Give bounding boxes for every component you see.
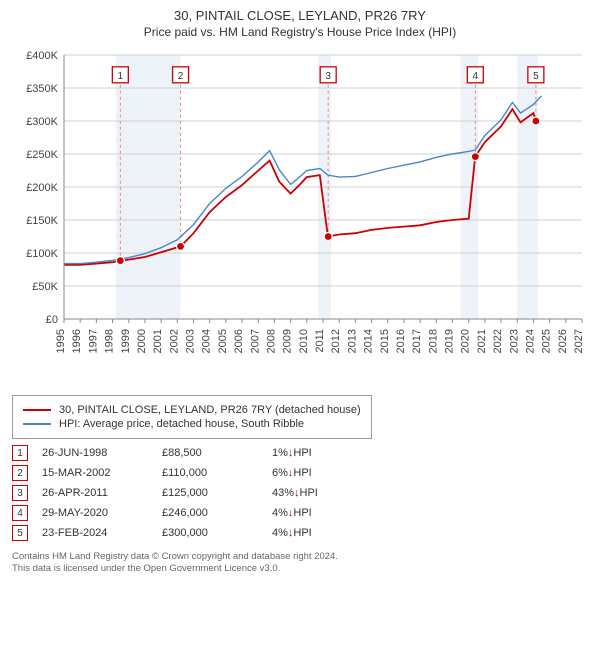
- transaction-date: 15-MAR-2002: [42, 467, 162, 479]
- transaction-date: 26-JUN-1998: [42, 447, 162, 459]
- page-subtitle: Price paid vs. HM Land Registry's House …: [12, 25, 588, 39]
- transaction-delta: 6% ↓ HPI: [272, 467, 312, 479]
- legend: 30, PINTAIL CLOSE, LEYLAND, PR26 7RY (de…: [12, 395, 372, 439]
- x-tick-label: 2014: [363, 329, 375, 353]
- transaction-price: £88,500: [162, 447, 272, 459]
- marker-badge-num: 2: [178, 71, 184, 82]
- x-tick-label: 2002: [168, 329, 180, 353]
- transaction-delta: 43% ↓ HPI: [272, 487, 318, 499]
- legend-item: HPI: Average price, detached house, Sout…: [23, 418, 361, 430]
- x-tick-label: 2013: [346, 329, 358, 353]
- marker-dot: [532, 117, 540, 125]
- marker-dot: [324, 233, 332, 241]
- transaction-price: £300,000: [162, 527, 272, 539]
- x-tick-label: 2021: [476, 329, 488, 353]
- y-tick-label: £300K: [26, 116, 58, 128]
- x-tick-label: 2010: [298, 329, 310, 353]
- transaction-row: 4 29-MAY-2020£246,0004% ↓ HPI: [12, 505, 588, 521]
- transaction-delta: 4% ↓ HPI: [272, 507, 312, 519]
- footnote-line: This data is licensed under the Open Gov…: [12, 563, 588, 575]
- x-tick-label: 2019: [444, 329, 456, 353]
- x-tick-label: 2025: [541, 329, 553, 353]
- transaction-row: 2 15-MAR-2002£110,0006% ↓ HPI: [12, 465, 588, 481]
- transaction-row: 3 26-APR-2011£125,00043% ↓ HPI: [12, 485, 588, 501]
- legend-item: 30, PINTAIL CLOSE, LEYLAND, PR26 7RY (de…: [23, 404, 361, 416]
- chart: £0 £50K £100K £150K £200K £250K £300K £350K £400…: [12, 47, 588, 387]
- footnote-line: Contains HM Land Registry data © Crown c…: [12, 551, 588, 563]
- x-tick-label: 2022: [492, 329, 504, 353]
- y-tick-label: £50K: [32, 281, 58, 293]
- transaction-row: 1 26-JUN-1998£88,5001% ↓ HPI: [12, 445, 588, 461]
- chart-svg: £0 £50K £100K £150K £200K £250K £300K £350K £400…: [12, 47, 588, 387]
- x-tick-label: 2017: [411, 329, 423, 353]
- x-tick-label: 2023: [508, 329, 520, 353]
- x-tick-label: 2015: [379, 329, 391, 353]
- legend-swatch: [23, 423, 51, 425]
- page-title: 30, PINTAIL CLOSE, LEYLAND, PR26 7RY: [12, 8, 588, 23]
- x-tick-label: 2016: [395, 329, 407, 353]
- transaction-badge: 3: [12, 485, 28, 501]
- transaction-date: 26-APR-2011: [42, 487, 162, 499]
- marker-dot: [471, 153, 479, 161]
- x-tick-label: 2008: [265, 329, 277, 353]
- x-tick-label: 2000: [136, 329, 148, 353]
- y-tick-label: £150K: [26, 215, 58, 227]
- x-tick-label: 2027: [573, 329, 585, 353]
- y-tick-label: £100K: [26, 248, 58, 260]
- transaction-date: 23-FEB-2024: [42, 527, 162, 539]
- x-tick-label: 2009: [282, 329, 294, 353]
- legend-swatch: [23, 409, 51, 411]
- x-tick-label: 2018: [427, 329, 439, 353]
- marker-badge-num: 1: [118, 71, 124, 82]
- transaction-badge: 1: [12, 445, 28, 461]
- footnote: Contains HM Land Registry data © Crown c…: [12, 551, 588, 576]
- x-tick-label: 1996: [71, 329, 83, 353]
- x-tick-label: 2003: [185, 329, 197, 353]
- transaction-delta: 4% ↓ HPI: [272, 527, 312, 539]
- x-tick-label: 1995: [55, 329, 67, 353]
- x-tick-label: 1998: [104, 329, 116, 353]
- transaction-date: 29-MAY-2020: [42, 507, 162, 519]
- marker-dot: [177, 242, 185, 250]
- transaction-badge: 5: [12, 525, 28, 541]
- transaction-badge: 4: [12, 505, 28, 521]
- y-tick-label: £250K: [26, 149, 58, 161]
- transaction-badge: 2: [12, 465, 28, 481]
- x-tick-label: 2024: [524, 329, 536, 353]
- x-tick-label: 1999: [120, 329, 132, 353]
- x-tick-label: 2006: [233, 329, 245, 353]
- x-tick-label: 2020: [460, 329, 472, 353]
- x-tick-label: 2005: [217, 329, 229, 353]
- y-tick-label: £350K: [26, 83, 58, 95]
- x-tick-label: 1997: [87, 329, 99, 353]
- x-tick-label: 2007: [249, 329, 261, 353]
- legend-label: 30, PINTAIL CLOSE, LEYLAND, PR26 7RY (de…: [59, 404, 361, 416]
- transaction-row: 5 23-FEB-2024£300,0004% ↓ HPI: [12, 525, 588, 541]
- x-tick-label: 2004: [201, 329, 213, 353]
- transactions-table: 126-JUN-1998£88,5001% ↓ HPI215-MAR-2002£…: [12, 445, 588, 541]
- y-tick-label: £200K: [26, 182, 58, 194]
- x-tick-label: 2012: [330, 329, 342, 353]
- marker-badge-num: 3: [325, 71, 331, 82]
- x-tick-label: 2011: [314, 329, 326, 353]
- marker-badge-num: 4: [473, 71, 479, 82]
- y-tick-label: £400K: [26, 50, 58, 62]
- transaction-price: £110,000: [162, 467, 272, 479]
- x-tick-label: 2026: [557, 329, 569, 353]
- legend-label: HPI: Average price, detached house, Sout…: [59, 418, 304, 430]
- y-tick-label: £0: [46, 314, 58, 326]
- marker-badge-num: 5: [533, 71, 539, 82]
- transaction-price: £246,000: [162, 507, 272, 519]
- transaction-delta: 1% ↓ HPI: [272, 447, 312, 459]
- transaction-price: £125,000: [162, 487, 272, 499]
- x-tick-label: 2001: [152, 329, 164, 353]
- marker-dot: [116, 257, 124, 265]
